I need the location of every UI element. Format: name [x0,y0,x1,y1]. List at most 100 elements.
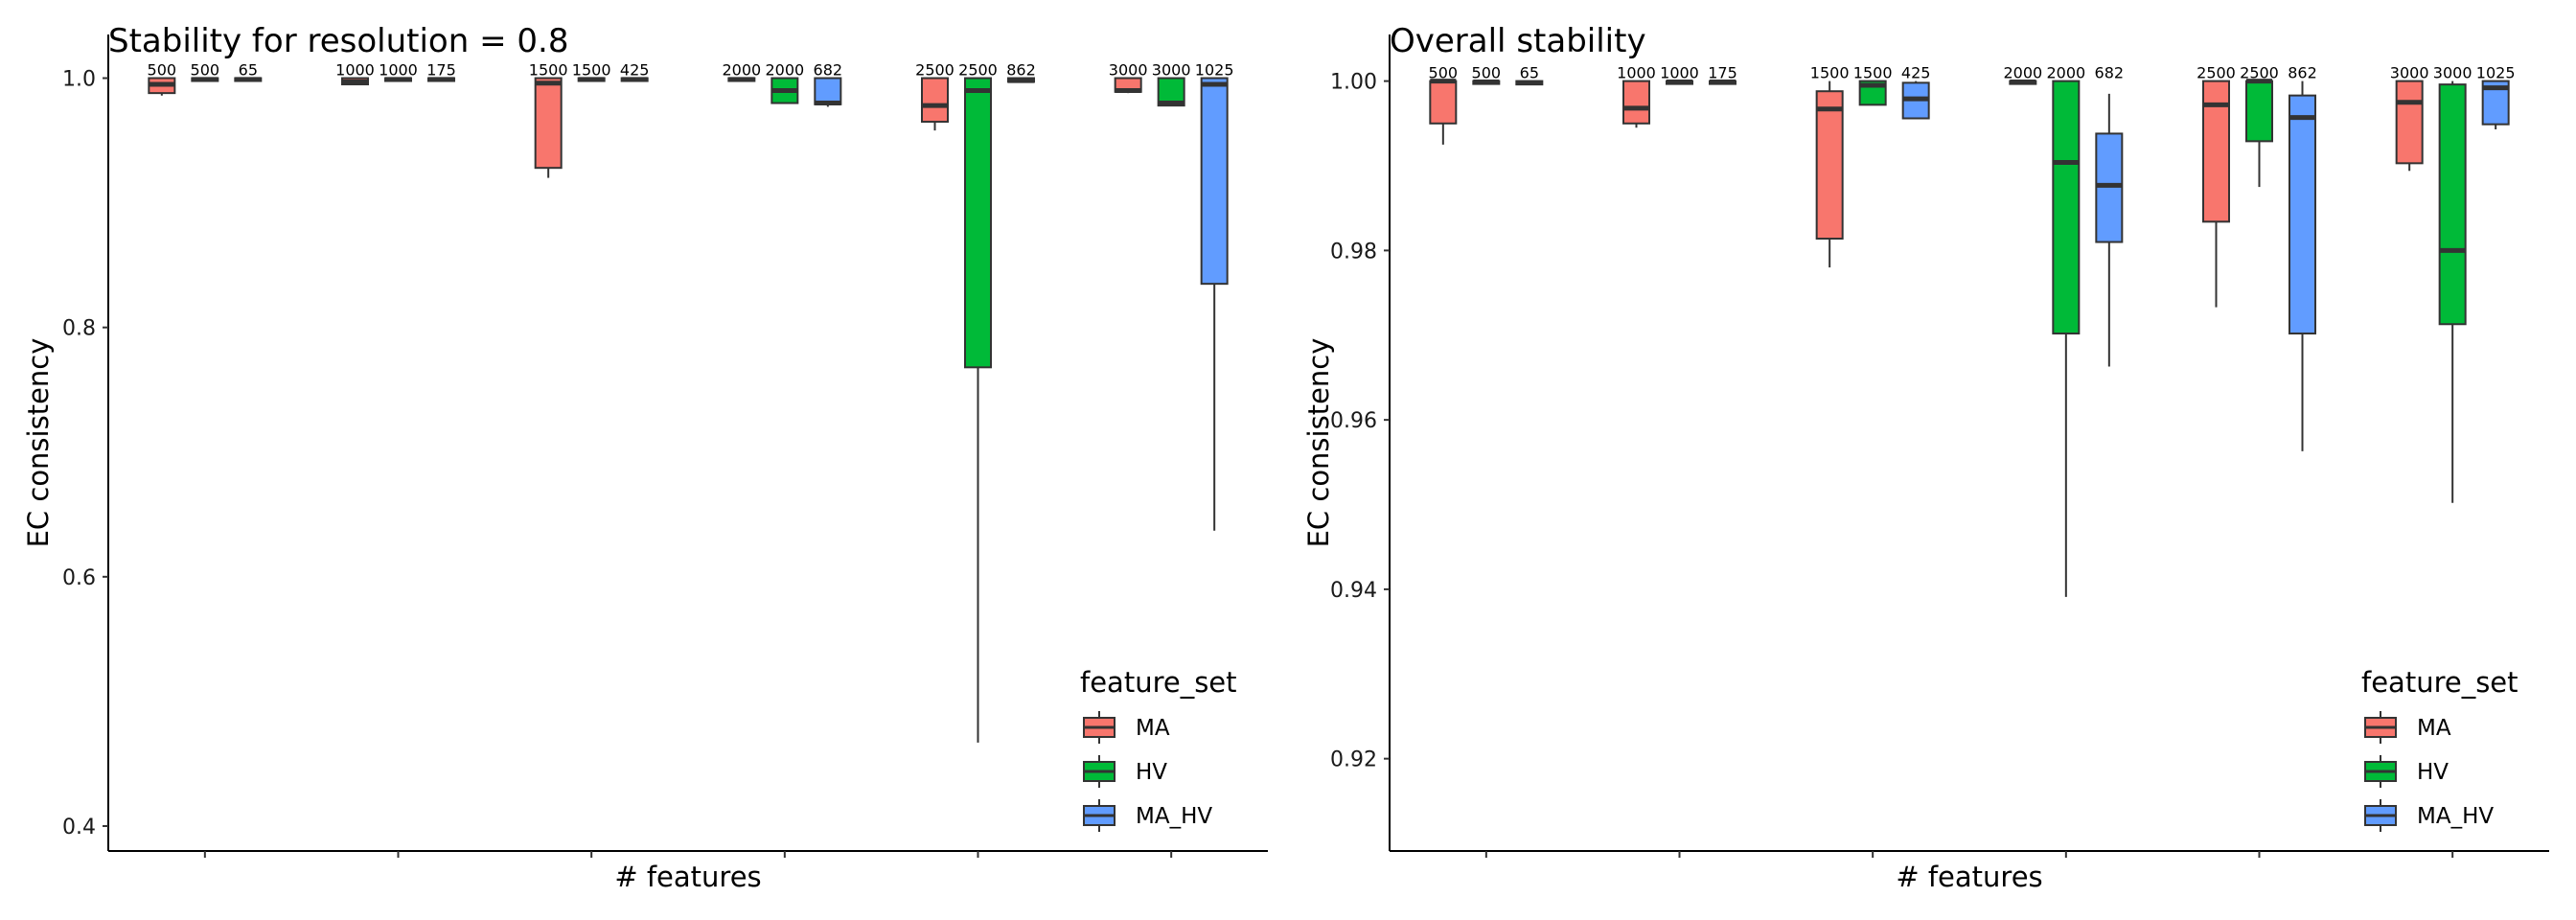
box-body [534,77,563,170]
box-HV-2000 [770,77,799,104]
n-label: 500 [191,61,220,80]
box-body [2438,83,2467,326]
legend-label-MA_HV: MA_HV [2417,804,2494,829]
x-axis-label: # features [1896,861,2042,893]
n-label: 2000 [765,61,804,80]
y-axis-label: EC consistency [1302,338,1335,548]
box-body [2288,94,2316,334]
legend-label-MA: MA [1136,716,1170,741]
box-MA-2500 [2202,80,2230,308]
n-label: 500 [1472,64,1502,82]
chart-title: Overall stability [1390,22,1646,60]
box-MA-2500 [921,77,949,131]
y-tick-label: 0.6 [62,566,96,590]
n-label: 1025 [2476,64,2516,82]
n-label: 2000 [722,61,761,80]
n-label: 1500 [529,61,568,80]
box-MA_HV-175 [1709,79,1736,85]
box-body [2395,80,2424,165]
box-HV-3000 [1157,77,1185,107]
box-MA-500 [148,77,176,96]
box-MA_HV-1025 [1200,77,1229,531]
n-label: 425 [620,61,650,80]
box-MA_HV-65 [1515,80,1544,86]
box-MA_HV-862 [1007,77,1035,83]
n-label: 2000 [2046,64,2085,82]
box-MA-1000 [1622,80,1650,128]
n-label: 1000 [1617,64,1656,82]
box-MA_HV-425 [620,77,649,82]
n-label: 1025 [1195,61,1234,80]
chart-title: Stability for resolution = 0.8 [108,22,568,60]
box-MA-1500 [534,77,563,178]
n-label: 65 [1520,64,1539,82]
legend-label-MA: MA [2417,716,2451,741]
legend-key-HV [1083,755,1116,788]
n-label: 425 [1901,64,1931,82]
box-HV-2000 [2052,80,2081,597]
box-body [814,77,842,105]
n-label: 3000 [2433,64,2472,82]
box-MA-2000 [2009,79,2037,85]
legend-title: feature_set [2361,666,2518,699]
box-MA-2000 [727,77,756,82]
box-HV-2500 [964,77,992,743]
box-HV-500 [1472,79,1501,85]
n-label: 1000 [335,61,375,80]
box-MA_HV-175 [427,77,455,82]
y-tick-label: 0.98 [1330,240,1377,264]
n-label: 682 [2095,64,2125,82]
n-label: 2500 [2196,64,2236,82]
panel-resolution-0-8: Stability for resolution = 0.8 0.4 0.6 0.8 1… [22,22,1268,893]
box-body [1200,77,1229,286]
legend-key-MA_HV [2364,799,2397,832]
y-tick-label: 0.92 [1330,748,1377,772]
n-label: 2500 [2240,64,2279,82]
box-MA_HV-862 [2288,80,2316,451]
legend-key-MA [2364,711,2397,744]
n-label: 862 [2288,64,2317,82]
box-body [1429,80,1458,125]
box-MA-3000 [1114,77,1142,94]
n-label: 2500 [958,61,998,80]
y-axis-label: EC consistency [22,338,55,548]
panel-overall-stability: Overall stability 0.92 0.94 0.96 0.98 1.00 # f… [1302,22,2549,893]
box-body [1622,80,1650,125]
box-MA_HV-1025 [2481,80,2510,129]
legend: feature_set MA HV MA_HV [2350,657,2542,840]
n-label: 2000 [2003,64,2042,82]
box-MA_HV-425 [1901,80,1930,120]
legend: feature_set MA HV MA_HV [1069,657,1260,840]
n-label: 65 [239,61,258,80]
n-label: 1500 [572,61,611,80]
y-tick-label: 1.00 [1330,71,1377,95]
box-MA_HV-682 [2095,93,2124,367]
n-label: 500 [148,61,177,80]
n-label: 682 [814,61,843,80]
box-HV-1000 [384,77,412,82]
n-label: 1000 [379,61,418,80]
y-tick-label: 0.8 [62,317,96,341]
legend-key-HV [2364,755,2397,788]
legend-label-MA_HV: MA_HV [1136,804,1212,829]
box-MA_HV-682 [814,77,842,107]
box-body [964,77,992,369]
box-MA_HV-65 [234,77,263,82]
box-body [2095,132,2124,243]
n-label: 3000 [1152,61,1191,80]
box-HV-1500 [1858,80,1887,106]
box-HV-500 [191,77,219,82]
n-label: 175 [1708,64,1737,82]
n-label: 862 [1006,61,1036,80]
n-label: 1000 [1660,64,1699,82]
box-body [2245,80,2273,143]
n-label: 3000 [1109,61,1148,80]
box-HV-1500 [577,77,606,82]
legend-label-HV: HV [2417,760,2449,785]
box-MA-1500 [1815,80,1844,268]
x-axis-label: # features [614,861,761,893]
n-label: 175 [426,61,456,80]
box-HV-2500 [2245,79,2273,188]
box-HV-3000 [2438,80,2467,503]
